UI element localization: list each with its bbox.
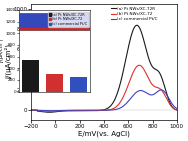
Circle shape [0,19,188,24]
Legend: (a) Pt NWs/XC-72R, (b) Pt NWs/XC-72, (c) commercial Pt/C: (a) Pt NWs/XC-72R, (b) Pt NWs/XC-72, (c)… [109,5,160,23]
(a) Pt NWs/XC-72R [45,111,47,113]
(b) Pt NWs/XC-72 [130,76,133,78]
(b) Pt NWs/XC-72 [138,64,140,66]
Line: (b) Pt NWs/XC-72: (b) Pt NWs/XC-72 [31,65,177,111]
Circle shape [0,16,188,21]
(a) Pt NWs/XC-72R [176,109,178,111]
(a) Pt NWs/XC-72R [130,34,133,36]
(c) commercial Pt/C [89,109,91,111]
(a) Pt NWs/XC-72R [136,24,138,26]
Circle shape [0,14,188,19]
Line: (c) commercial Pt/C: (c) commercial Pt/C [31,90,177,111]
(c) commercial Pt/C [160,89,162,91]
(b) Pt NWs/XC-72 [147,76,149,78]
(c) commercial Pt/C [94,109,97,111]
(c) commercial Pt/C [30,109,32,111]
(a) Pt NWs/XC-72R [89,110,91,112]
(b) Pt NWs/XC-72 [45,110,47,112]
Circle shape [0,15,188,19]
(b) Pt NWs/XC-72 [48,111,51,112]
(a) Pt NWs/XC-72R [144,44,146,46]
(c) commercial Pt/C [130,97,133,98]
Circle shape [0,22,188,27]
(a) Pt NWs/XC-72R [147,54,149,56]
Circle shape [0,25,188,30]
Circle shape [0,25,188,30]
(c) commercial Pt/C [48,110,51,112]
Circle shape [0,16,188,21]
(c) commercial Pt/C [146,93,149,94]
(b) Pt NWs/XC-72 [94,110,97,111]
Circle shape [0,22,188,27]
Y-axis label: j/(μA/cm²): j/(μA/cm²) [4,44,12,80]
(b) Pt NWs/XC-72 [30,109,32,111]
(c) commercial Pt/C [176,108,178,109]
(b) Pt NWs/XC-72 [176,109,178,111]
Line: (a) Pt NWs/XC-72R: (a) Pt NWs/XC-72R [31,25,177,112]
(b) Pt NWs/XC-72 [144,71,146,72]
Bar [46,74,63,92]
(a) Pt NWs/XC-72R [30,109,32,111]
(c) commercial Pt/C [45,110,47,112]
Circle shape [0,19,188,24]
X-axis label: E/mV(vs. AgCl): E/mV(vs. AgCl) [78,130,130,137]
(b) Pt NWs/XC-72 [89,110,91,111]
Circle shape [0,19,188,24]
Y-axis label: j/(μA/cm²): j/(μA/cm²) [0,39,4,63]
Bar [70,77,87,92]
Circle shape [0,22,188,27]
Bar [22,60,39,92]
Legend: (a) Pt NWs/XC-72R, (b) Pt NWs/XC-72, (c) commercial Pt/C: (a) Pt NWs/XC-72R, (b) Pt NWs/XC-72, (c)… [48,12,89,27]
(a) Pt NWs/XC-72R [94,110,97,112]
(a) Pt NWs/XC-72R [48,111,51,113]
(c) commercial Pt/C [144,91,146,93]
Circle shape [0,15,188,19]
